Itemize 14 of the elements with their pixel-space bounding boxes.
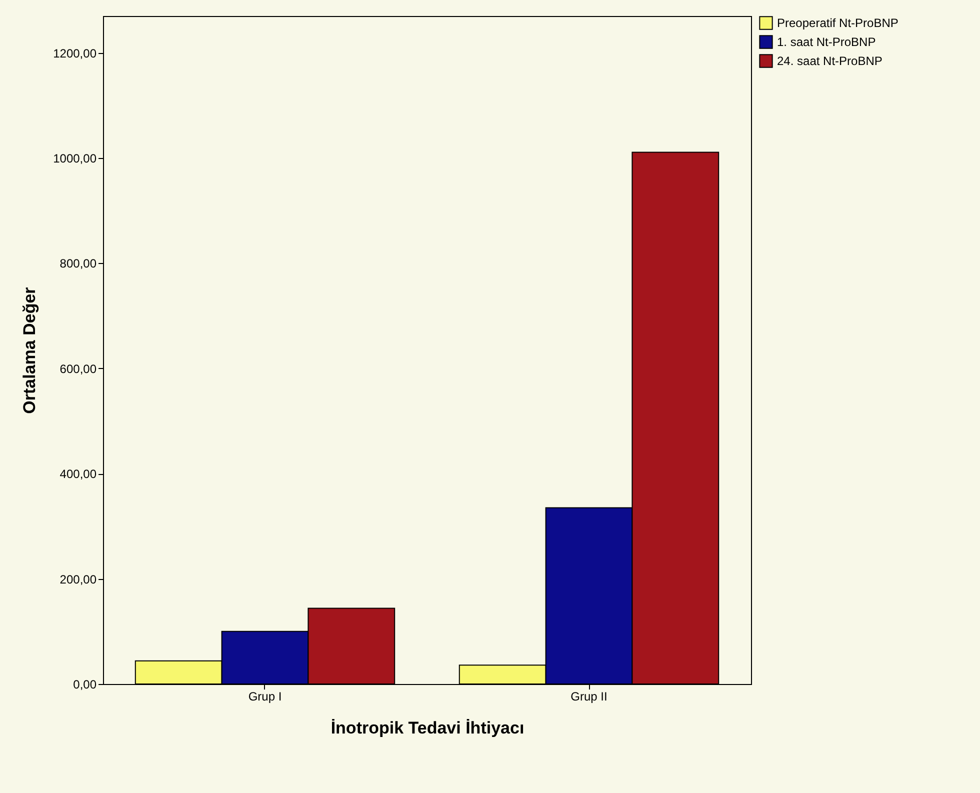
legend-label: 24. saat Nt-ProBNP bbox=[777, 54, 882, 68]
x-tick-label: Grup I bbox=[248, 690, 282, 704]
y-tick-label: 600,00 bbox=[60, 362, 97, 376]
y-tick-label: 1200,00 bbox=[53, 46, 97, 60]
y-tick-label: 1000,00 bbox=[53, 152, 97, 166]
y-tick-label: 200,00 bbox=[60, 572, 97, 586]
x-tick-label: Grup II bbox=[570, 690, 608, 704]
y-tick-label: 800,00 bbox=[60, 256, 97, 271]
y-tick-label: 400,00 bbox=[60, 467, 97, 482]
y-axis-title: Ortalama Değer bbox=[20, 286, 40, 414]
x-axis-title: İnotropik Tedavi İhtiyacı bbox=[330, 718, 524, 738]
legend-label: 1. saat Nt-ProBNP bbox=[777, 35, 876, 49]
legend-label: Preoperatif Nt-ProBNP bbox=[777, 16, 898, 30]
y-tick-label: 0,00 bbox=[73, 678, 97, 692]
